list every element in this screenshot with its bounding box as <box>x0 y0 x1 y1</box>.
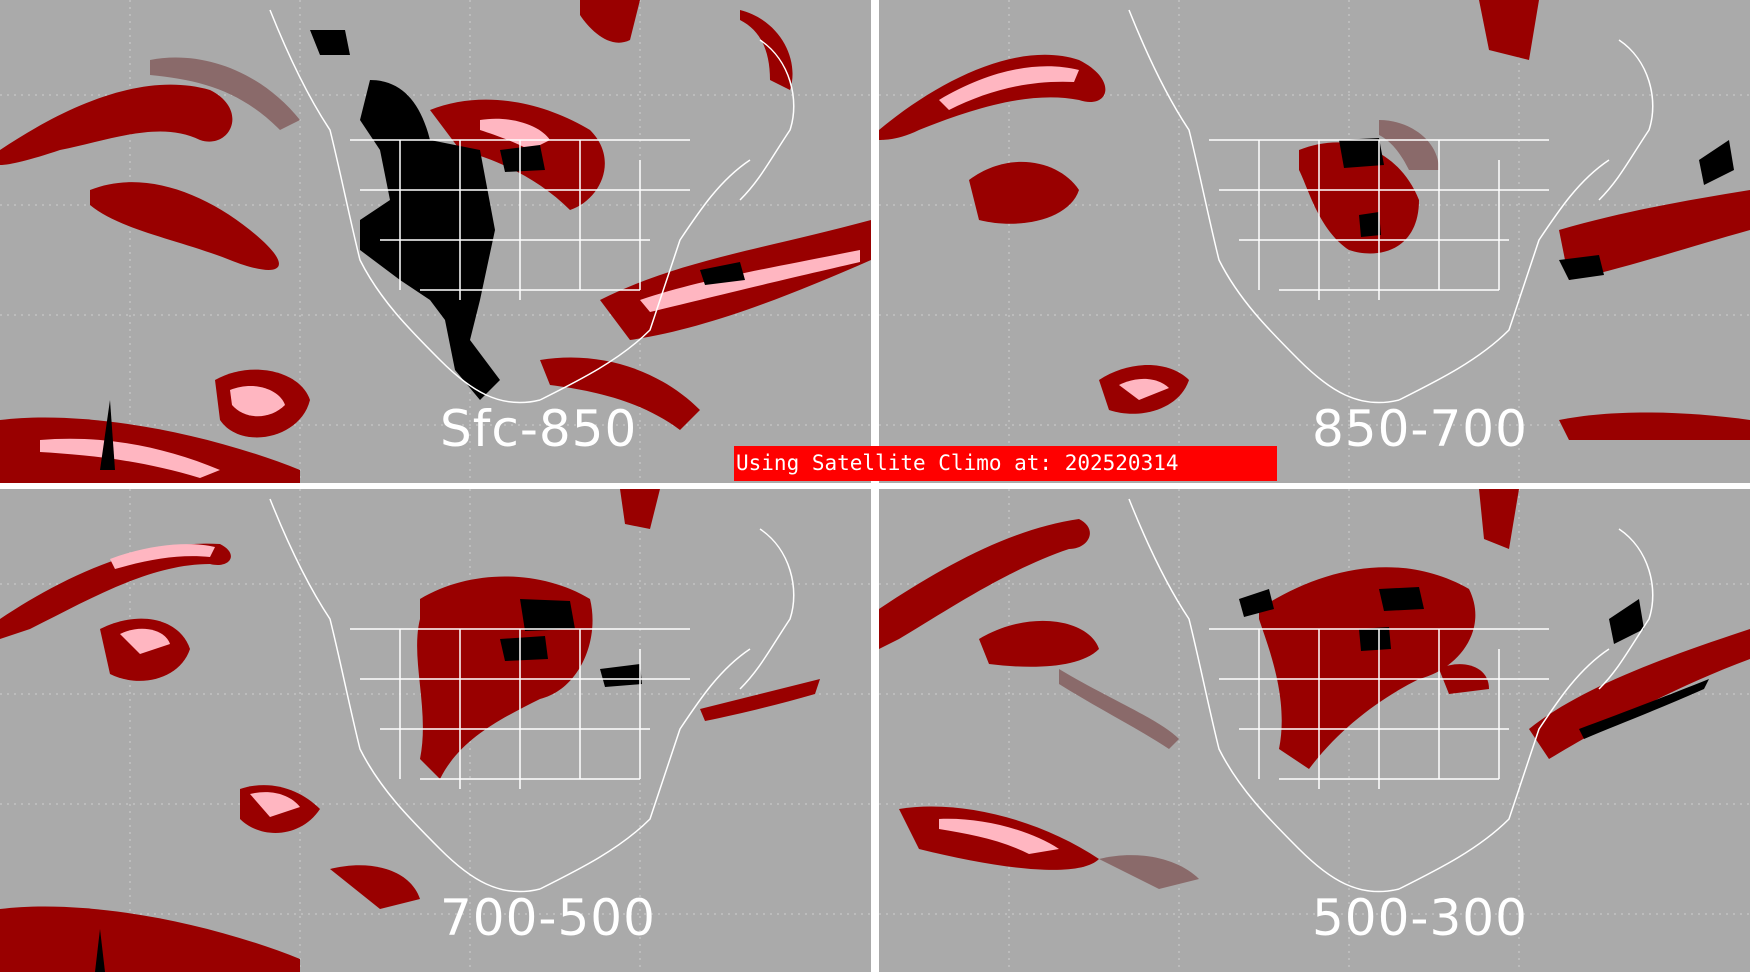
dry-region-black <box>1239 589 1644 651</box>
coastlines-and-borders <box>269 498 795 893</box>
map-graphic <box>879 0 1750 483</box>
moisture-anomaly <box>879 489 1750 889</box>
map-panel-850-700: 850-700 <box>879 0 1750 483</box>
map-panel-700-500: 700-500 <box>0 489 871 972</box>
moisture-anomaly <box>879 0 1750 440</box>
map-graphic <box>0 489 871 972</box>
layer-label: 700-500 <box>440 889 656 947</box>
layer-label: Sfc-850 <box>440 400 638 458</box>
dry-region-black <box>95 636 642 972</box>
satellite-climo-banner: Using Satellite Climo at: 202520314 <box>734 446 1277 481</box>
map-panel-sfc-850: Sfc-850 <box>0 0 871 483</box>
coastlines-and-borders <box>269 9 795 404</box>
coastlines-and-borders <box>1128 9 1654 404</box>
map-graphic <box>0 0 871 483</box>
map-panel-500-300: 500-300 <box>879 489 1750 972</box>
coastlines-and-borders <box>1128 498 1654 893</box>
layer-label: 500-300 <box>1312 889 1528 947</box>
moisture-anomaly <box>0 489 820 972</box>
map-graphic <box>879 489 1750 972</box>
layer-label: 850-700 <box>1312 400 1528 458</box>
dry-region-black <box>1339 138 1734 280</box>
